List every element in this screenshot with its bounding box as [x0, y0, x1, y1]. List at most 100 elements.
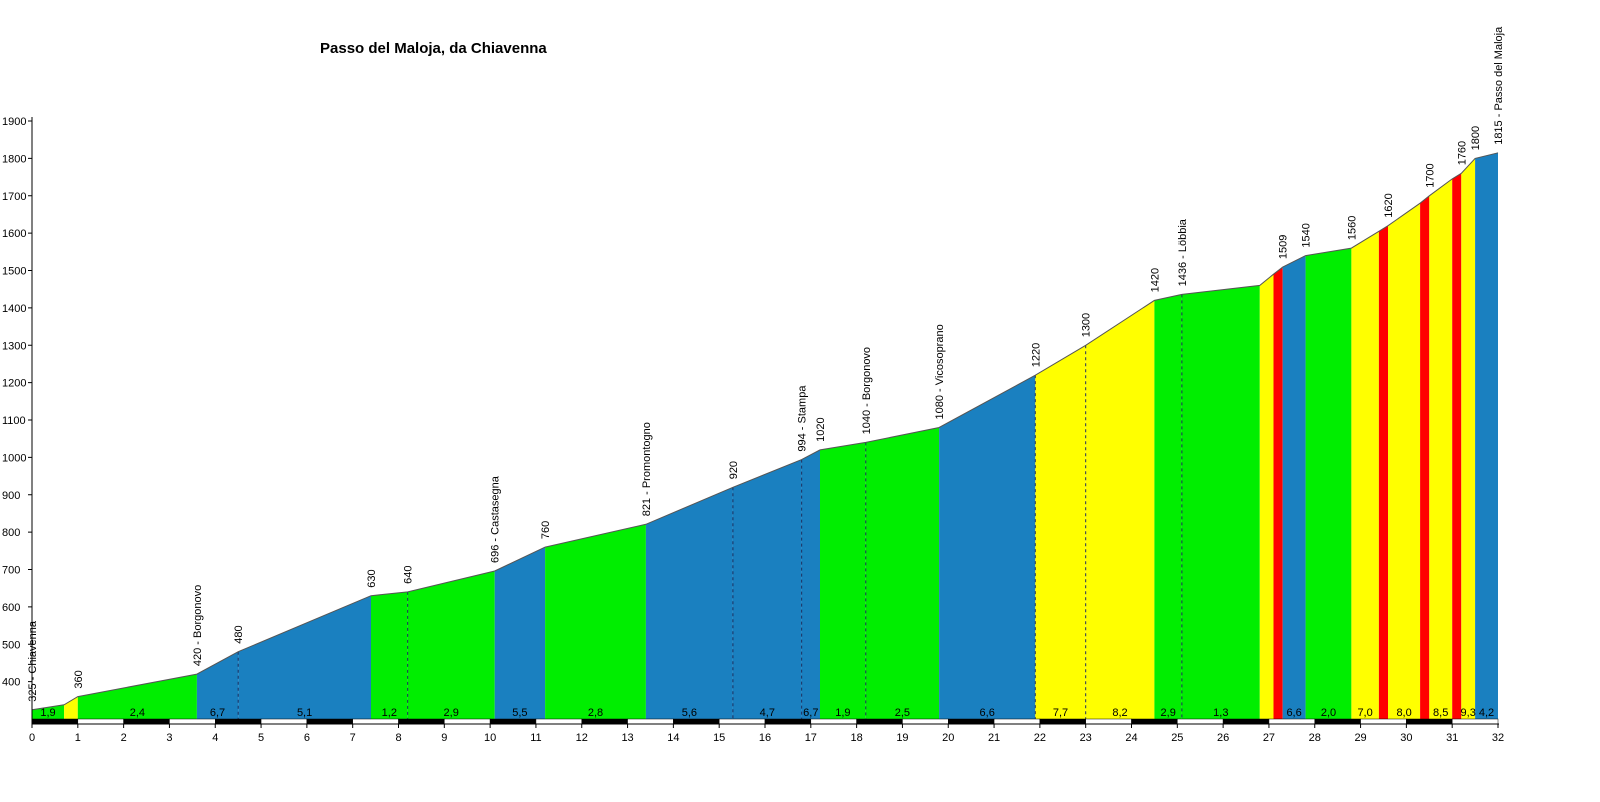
gradient-label-11: 6,7	[803, 707, 818, 719]
y-tick-label-11: 1500	[2, 266, 26, 278]
x-tick-label-9: 9	[441, 732, 447, 744]
elevation-label-21: 1620	[1383, 193, 1395, 217]
km-bar-cell-0	[31, 718, 79, 725]
elevation-label-8: 821 - Promontogno	[641, 422, 653, 516]
km-bar	[31, 718, 1499, 725]
elevation-label-17: 1436 - Löbbia	[1177, 218, 1189, 286]
elevation-label-2: 420 - Borgonovo	[192, 585, 204, 666]
segment-25	[1388, 203, 1421, 719]
x-tick-label-20: 20	[942, 732, 954, 744]
elevation-label-9: 920	[728, 461, 740, 479]
km-bar-cell-21	[993, 718, 1041, 725]
x-tick-label-25: 25	[1171, 732, 1183, 744]
elevation-label-14: 1220	[1030, 343, 1042, 367]
elevation-label-24: 1800	[1470, 126, 1482, 150]
km-bar-cell-11	[535, 718, 582, 725]
chart-title: Passo del Maloja, da Chiavenna	[320, 40, 547, 57]
y-tick-labels: 400 500 600 700 800 900 1000 1100 1200 1300 1400 15…	[2, 116, 32, 689]
elevation-label-23: 1760	[1456, 141, 1468, 165]
x-tick-label-0: 0	[29, 732, 35, 744]
segment-2	[77, 674, 197, 719]
y-tick-label-9: 1300	[2, 340, 26, 352]
x-tick-label-12: 12	[576, 732, 588, 744]
segment-21	[1282, 255, 1306, 719]
segment-22	[1305, 248, 1352, 719]
gradient-label-7: 5,5	[512, 707, 527, 719]
km-bar-cell-23	[1085, 718, 1132, 725]
segment-4	[238, 595, 371, 719]
gradient-segments	[32, 152, 1498, 720]
x-tick-label-2: 2	[121, 732, 127, 744]
elevation-label-11: 1020	[815, 417, 827, 441]
x-tick-label-32: 32	[1492, 732, 1504, 744]
km-bar-cell-6	[306, 718, 353, 725]
gradient-label-10: 4,7	[760, 707, 775, 719]
x-tick-label-17: 17	[805, 732, 817, 744]
gradient-label-8: 2,8	[588, 707, 603, 719]
segment-0	[32, 704, 65, 719]
x-tick-label-21: 21	[988, 732, 1000, 744]
segment-6	[407, 571, 495, 719]
segment-20	[1273, 267, 1283, 719]
x-tick-label-6: 6	[304, 732, 310, 744]
x-tick-label-24: 24	[1125, 732, 1137, 744]
segment-16	[1085, 300, 1155, 719]
gradient-label-3: 6,7	[210, 707, 225, 719]
elevation-labels: 325 - Chiavenna 360 420 - Borgonovo 480 630 6…	[27, 26, 1505, 702]
x-tick-label-30: 30	[1400, 732, 1412, 744]
km-bar-cell-25	[1177, 718, 1224, 725]
x-tick-label-14: 14	[667, 732, 679, 744]
x-tick-label-31: 31	[1446, 732, 1458, 744]
y-tick-label-4: 800	[2, 527, 20, 539]
segment-29	[1461, 158, 1476, 719]
segment-8	[545, 524, 646, 719]
x-tick-label-11: 11	[530, 732, 541, 744]
segment-12	[820, 442, 866, 719]
x-tick-label-16: 16	[759, 732, 771, 744]
x-tick-label-1: 1	[75, 732, 81, 744]
elevation-label-6: 696 - Castasegna	[490, 475, 502, 563]
y-tick-label-5: 900	[2, 490, 20, 502]
segment-23	[1351, 231, 1379, 720]
gradient-label-16: 8,2	[1112, 707, 1127, 719]
y-tick-label-7: 1100	[2, 415, 26, 427]
y-tick-label-3: 700	[2, 565, 20, 577]
x-tick-label-27: 27	[1263, 732, 1275, 744]
segment-26	[1420, 195, 1430, 720]
km-bar-cell-12	[581, 718, 628, 725]
segment-5	[371, 591, 408, 719]
km-bar-cell-5	[260, 718, 308, 725]
elevation-label-18: 1509	[1278, 235, 1290, 259]
gradient-label-29: 9,3	[1461, 707, 1476, 719]
km-bar-cell-24	[1131, 718, 1178, 725]
gradient-label-4: 5,1	[297, 707, 312, 719]
profile-outline	[31, 152, 1499, 711]
x-tick-label-23: 23	[1080, 732, 1092, 744]
km-bar-cell-3	[169, 718, 216, 725]
x-tick-label-26: 26	[1217, 732, 1229, 744]
elevation-label-20: 1560	[1346, 216, 1358, 240]
segment-24	[1378, 225, 1388, 719]
x-tick-label-4: 4	[212, 732, 218, 744]
km-bar-cell-10	[489, 718, 537, 725]
x-tick-label-8: 8	[395, 732, 401, 744]
gradient-label-30: 4,2	[1479, 707, 1494, 719]
segment-1	[64, 696, 78, 719]
elevation-label-5: 640	[403, 566, 415, 584]
gradient-label-14: 6,6	[980, 707, 995, 719]
y-tick-label-15: 1900	[2, 116, 26, 128]
km-bar-cell-18	[856, 718, 903, 725]
km-bar-cell-27	[1268, 718, 1315, 725]
x-tick-label-13: 13	[621, 732, 633, 744]
gradient-label-9: 5,6	[682, 707, 697, 719]
km-bar-cell-4	[215, 718, 262, 725]
y-tick-label-12: 1600	[2, 228, 26, 240]
y-tick-label-1: 500	[2, 639, 20, 651]
km-bar-cell-13	[627, 718, 674, 725]
gradient-label-22: 2,0	[1321, 707, 1336, 719]
km-bar-cell-15	[718, 718, 766, 725]
gradient-label-25: 8,0	[1396, 707, 1411, 719]
gradient-label-12: 1,9	[835, 707, 850, 719]
gradient-label-2: 2,4	[130, 707, 145, 719]
km-bar-cell-20	[948, 718, 995, 725]
